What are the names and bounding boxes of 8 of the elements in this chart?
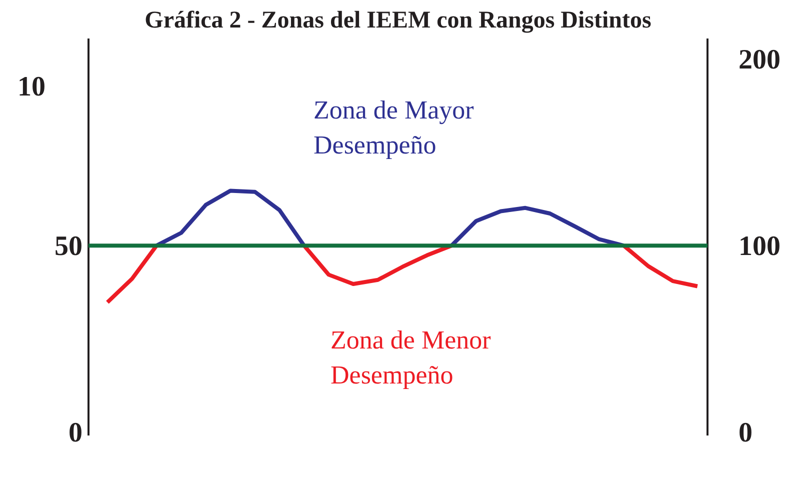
y2-tick-label: 0	[738, 418, 752, 449]
y2-tick-label: 100	[738, 231, 780, 262]
y-tick-label: 50	[54, 231, 82, 262]
text: 10	[18, 72, 46, 103]
y2-tick-label: 200	[738, 44, 780, 76]
annotation: Zona de Menor Desempeño	[330, 326, 492, 390]
chart-title: Gráfica 2 - Zonas del IEEM con Rangos Distintos	[144, 8, 652, 34]
annotation: Zona de Mayor Desempeño	[314, 96, 474, 160]
